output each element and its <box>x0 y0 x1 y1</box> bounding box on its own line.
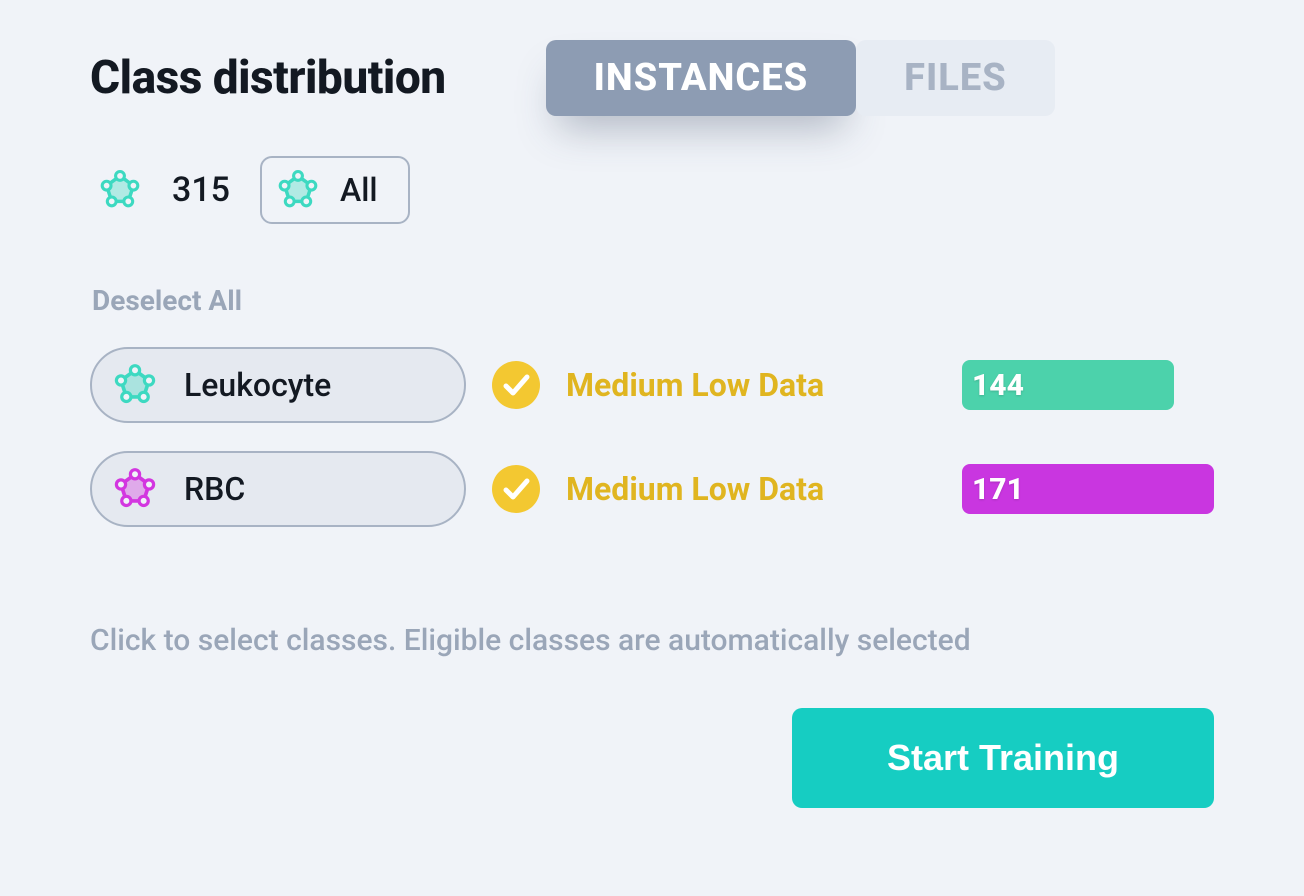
start-training-button[interactable]: Start Training <box>792 708 1214 808</box>
all-label: All <box>340 171 378 209</box>
check-icon <box>492 361 540 409</box>
cell-icon <box>276 168 320 212</box>
data-quality-label: Medium Low Data <box>566 366 824 404</box>
cell-icon <box>98 168 142 212</box>
class-row: RBC Medium Low Data 171 <box>90 451 1214 527</box>
count-value: 144 <box>972 368 1024 403</box>
total-instances-count: 315 <box>172 170 230 210</box>
class-row: Leukocyte Medium Low Data 144 <box>90 347 1214 423</box>
class-pill[interactable]: Leukocyte <box>90 347 466 423</box>
page-title: Class distribution <box>90 51 446 105</box>
deselect-all-link[interactable]: Deselect All <box>90 284 1214 317</box>
class-label: Leukocyte <box>184 366 331 404</box>
count-bar: 144 <box>962 360 1214 410</box>
cell-icon <box>112 362 158 408</box>
all-classes-chip[interactable]: All <box>260 156 410 224</box>
cell-icon <box>112 466 158 512</box>
data-quality-label: Medium Low Data <box>566 470 824 508</box>
class-label: RBC <box>184 470 245 508</box>
check-icon <box>492 465 540 513</box>
tab-instances[interactable]: INSTANCES <box>546 40 857 116</box>
tab-files[interactable]: FILES <box>856 40 1055 116</box>
view-tabs: INSTANCES FILES <box>546 40 1055 116</box>
count-value: 171 <box>972 472 1024 507</box>
selection-hint: Click to select classes. Eligible classe… <box>90 623 1214 658</box>
count-bar: 171 <box>962 464 1214 514</box>
class-list: Leukocyte Medium Low Data 144 RBC Medium Low… <box>90 347 1214 527</box>
class-pill[interactable]: RBC <box>90 451 466 527</box>
